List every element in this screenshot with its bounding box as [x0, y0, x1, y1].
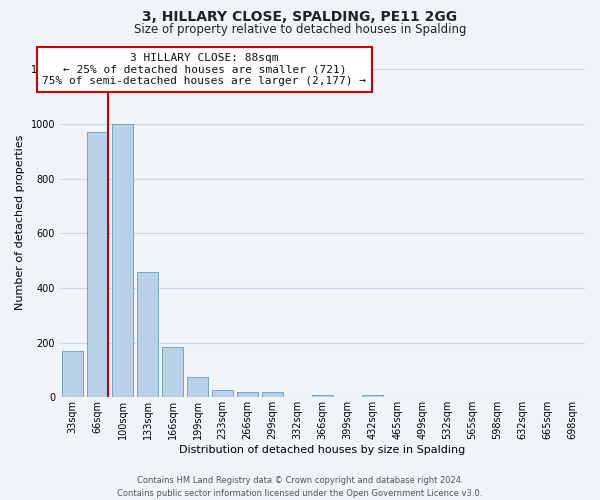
Bar [262, 392, 283, 398]
Bar [112, 124, 133, 398]
Bar [187, 377, 208, 398]
Bar [237, 392, 258, 398]
Text: Contains HM Land Registry data © Crown copyright and database right 2024.
Contai: Contains HM Land Registry data © Crown c… [118, 476, 482, 498]
Bar [87, 132, 108, 398]
Y-axis label: Number of detached properties: Number of detached properties [15, 134, 25, 310]
Bar [162, 346, 183, 398]
Bar [362, 394, 383, 398]
Bar [212, 390, 233, 398]
Bar [312, 394, 333, 398]
Text: Size of property relative to detached houses in Spalding: Size of property relative to detached ho… [134, 22, 466, 36]
X-axis label: Distribution of detached houses by size in Spalding: Distribution of detached houses by size … [179, 445, 466, 455]
Bar [62, 351, 83, 398]
Text: 3 HILLARY CLOSE: 88sqm
← 25% of detached houses are smaller (721)
75% of semi-de: 3 HILLARY CLOSE: 88sqm ← 25% of detached… [43, 52, 367, 86]
Bar [137, 272, 158, 398]
Text: 3, HILLARY CLOSE, SPALDING, PE11 2GG: 3, HILLARY CLOSE, SPALDING, PE11 2GG [142, 10, 458, 24]
